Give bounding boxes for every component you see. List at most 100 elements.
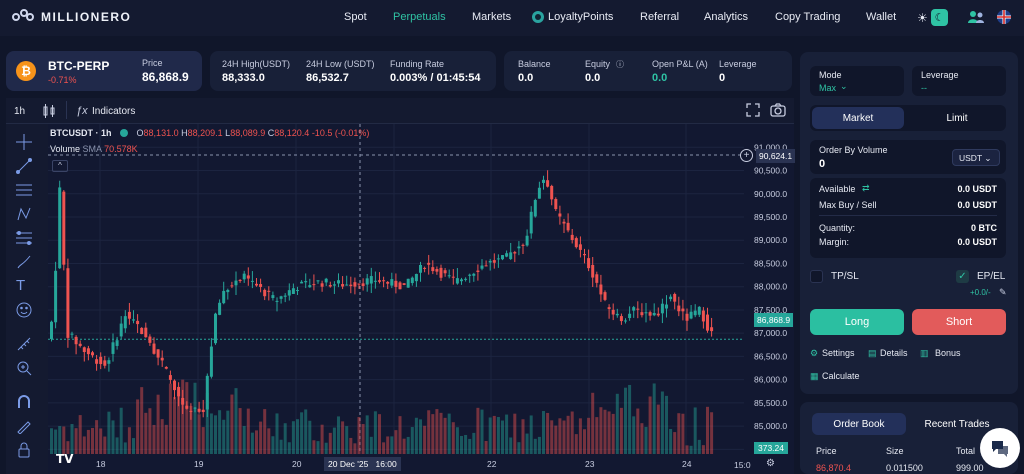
candle-body — [263, 289, 267, 297]
info-icon[interactable]: ⓘ — [616, 60, 624, 69]
brush-icon[interactable] — [16, 254, 32, 270]
short-button[interactable]: Short — [912, 309, 1006, 335]
candle-body — [546, 180, 550, 187]
indicators-button[interactable]: Indicators — [92, 106, 136, 117]
nav-referral[interactable]: Referral — [640, 11, 680, 23]
fib-icon[interactable] — [16, 230, 32, 246]
volume-bar — [484, 441, 488, 454]
candle-body — [525, 235, 529, 246]
tab-market[interactable]: Market — [812, 107, 904, 129]
users-icon[interactable] — [967, 9, 985, 28]
nav-markets[interactable]: Markets — [472, 11, 512, 23]
tab-limit[interactable]: Limit — [946, 112, 968, 124]
mode-label: Mode — [819, 70, 842, 80]
long-button[interactable]: Long — [810, 309, 904, 335]
mode-selector[interactable]: Mode Max ⌄ — [810, 66, 904, 96]
collapse-legend-icon[interactable]: ^ — [52, 160, 68, 172]
details-link[interactable]: Details — [880, 348, 908, 358]
magnet-icon[interactable] — [16, 394, 32, 410]
candle-type-icon[interactable] — [42, 104, 56, 121]
rp-leverage-value: -- — [921, 83, 927, 93]
nav-spot[interactable]: Spot — [344, 11, 367, 23]
chat-support-icon[interactable] — [980, 428, 1020, 468]
price-chart[interactable]: 91,000.0 90,500.0 90,000.0 89,500.0 89,000.0… — [48, 124, 794, 474]
volume-bar — [451, 422, 455, 454]
candle-body — [181, 397, 185, 405]
candle-body — [611, 309, 615, 315]
pair-panel[interactable]: ₿ BTC-PERP -0.71% Price 86,868.9 — [6, 51, 202, 91]
candle-body — [275, 300, 279, 302]
tpsl-checkbox[interactable] — [810, 270, 823, 283]
fullscreen-icon[interactable] — [746, 103, 760, 120]
nav-analytics[interactable]: Analytics — [704, 11, 749, 23]
indicators-icon[interactable]: ƒx — [76, 105, 88, 117]
settings-link[interactable]: Settings — [822, 348, 855, 358]
tab-recent-trades[interactable]: Recent Trades — [924, 418, 990, 430]
tab-order-book[interactable]: Order Book — [812, 413, 906, 435]
x-tick-label: 24 — [682, 459, 692, 469]
volume-bar — [427, 410, 431, 454]
order-volume-value[interactable]: 0 — [819, 158, 826, 170]
candle-body — [123, 316, 127, 329]
candle-body — [533, 199, 537, 217]
candle-body — [628, 313, 632, 319]
candle-body — [451, 276, 455, 278]
sun-icon[interactable]: ☀ — [917, 11, 928, 25]
volume-bar — [193, 382, 197, 454]
order-summary: Available ⇄ 0.0 USDT Max Buy / Sell 0.0 … — [810, 178, 1006, 258]
candle-body — [345, 284, 349, 286]
candle-body — [287, 290, 291, 296]
chart-settings-icon[interactable]: ⚙ — [766, 458, 775, 469]
emoji-icon[interactable] — [16, 302, 32, 318]
epel-checkbox[interactable]: ✓ — [956, 270, 969, 283]
volume-bar — [316, 441, 320, 454]
crosshair-icon[interactable] — [16, 134, 32, 150]
unit-selector[interactable]: USDT ⌄ — [952, 149, 1000, 166]
volume-bar — [414, 417, 418, 454]
calculate-link[interactable]: Calculate — [822, 371, 860, 381]
candle-body — [464, 278, 468, 280]
chart-plot[interactable]: 91,000.0 90,500.0 90,000.0 89,500.0 89,000.0… — [48, 124, 796, 474]
horizontal-lines-icon[interactable] — [16, 182, 32, 198]
volume-bar — [279, 439, 283, 454]
lock-icon[interactable] — [16, 442, 32, 458]
nav-loyalty-points[interactable]: LoyaltyPoints — [532, 11, 613, 23]
nav-wallet[interactable]: Wallet — [866, 11, 897, 23]
zoom-in-icon[interactable] — [16, 360, 32, 376]
volume-bar — [255, 430, 258, 454]
order-volume-field[interactable]: Order By Volume 0 USDT ⌄ — [810, 140, 1006, 174]
brand-logo[interactable]: MILLIONERO — [12, 9, 131, 25]
candle-body — [414, 273, 418, 282]
volume-bar — [710, 412, 714, 454]
candle-body — [439, 267, 443, 278]
volume-bar — [332, 427, 336, 454]
volume-bar — [640, 423, 644, 454]
text-tool-icon[interactable]: T — [16, 277, 26, 294]
volume-bar — [455, 427, 459, 454]
add-alert-icon[interactable]: + — [740, 149, 753, 162]
nav-copy-trading[interactable]: Copy Trading — [775, 11, 841, 23]
interval-selector[interactable]: 1h — [14, 106, 26, 117]
moon-toggle-icon[interactable]: ☾ — [931, 9, 948, 26]
legend-l: 88,089.9 — [230, 128, 266, 138]
transfer-icon[interactable]: ⇄ — [862, 183, 870, 193]
leverage-selector[interactable]: Leverage -- — [912, 66, 1006, 96]
pattern-icon[interactable] — [16, 206, 32, 222]
lock-pen-icon[interactable] — [16, 418, 32, 435]
edit-icon[interactable]: ✎ — [999, 287, 1007, 297]
bonus-link[interactable]: Bonus — [935, 348, 961, 358]
epel-label: EP/EL — [977, 271, 1006, 282]
candle-body — [156, 349, 160, 358]
y-tick-label: 87,500.0 — [754, 305, 787, 315]
flag-uk-icon[interactable] — [997, 10, 1011, 27]
tradingview-logo-icon[interactable]: 𝗧𝗩 — [56, 452, 74, 466]
trend-line-icon[interactable] — [16, 158, 32, 174]
camera-icon[interactable] — [770, 103, 786, 120]
ruler-icon[interactable] — [16, 336, 32, 352]
volume-bar — [275, 413, 279, 454]
candle-body — [168, 375, 172, 380]
candle-body — [394, 280, 398, 287]
nav-perpetuals[interactable]: Perpetuals — [393, 11, 446, 23]
legend-c-label: C — [267, 128, 275, 138]
volume-bar — [226, 410, 230, 454]
